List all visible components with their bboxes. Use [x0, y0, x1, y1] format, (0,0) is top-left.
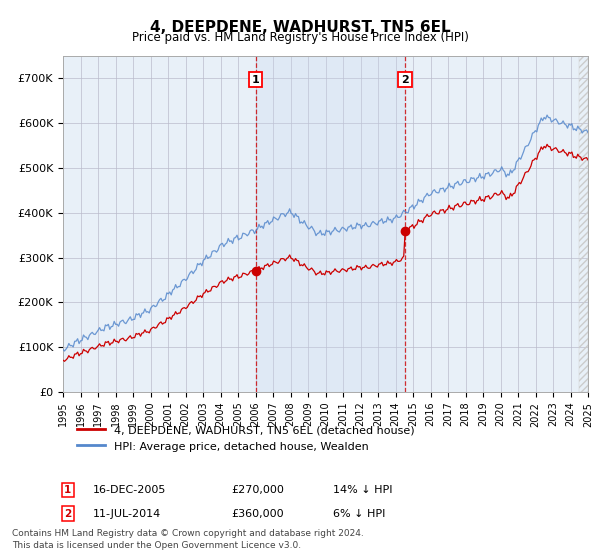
Text: £360,000: £360,000 — [231, 508, 284, 519]
Text: 1: 1 — [251, 74, 259, 85]
Text: £270,000: £270,000 — [231, 485, 284, 495]
Text: Contains HM Land Registry data © Crown copyright and database right 2024.
This d: Contains HM Land Registry data © Crown c… — [12, 529, 364, 550]
Text: 2: 2 — [64, 508, 71, 519]
Text: 2: 2 — [401, 74, 409, 85]
Text: Price paid vs. HM Land Registry's House Price Index (HPI): Price paid vs. HM Land Registry's House … — [131, 31, 469, 44]
Text: 11-JUL-2014: 11-JUL-2014 — [93, 508, 161, 519]
Text: 6% ↓ HPI: 6% ↓ HPI — [333, 508, 385, 519]
Text: 16-DEC-2005: 16-DEC-2005 — [93, 485, 166, 495]
Text: 14% ↓ HPI: 14% ↓ HPI — [333, 485, 392, 495]
Text: 4, DEEPDENE, WADHURST, TN5 6EL: 4, DEEPDENE, WADHURST, TN5 6EL — [149, 20, 451, 35]
Bar — [256, 56, 405, 392]
Legend: 4, DEEPDENE, WADHURST, TN5 6EL (detached house), HPI: Average price, detached ho: 4, DEEPDENE, WADHURST, TN5 6EL (detached… — [73, 420, 419, 456]
Text: 1: 1 — [64, 485, 71, 495]
